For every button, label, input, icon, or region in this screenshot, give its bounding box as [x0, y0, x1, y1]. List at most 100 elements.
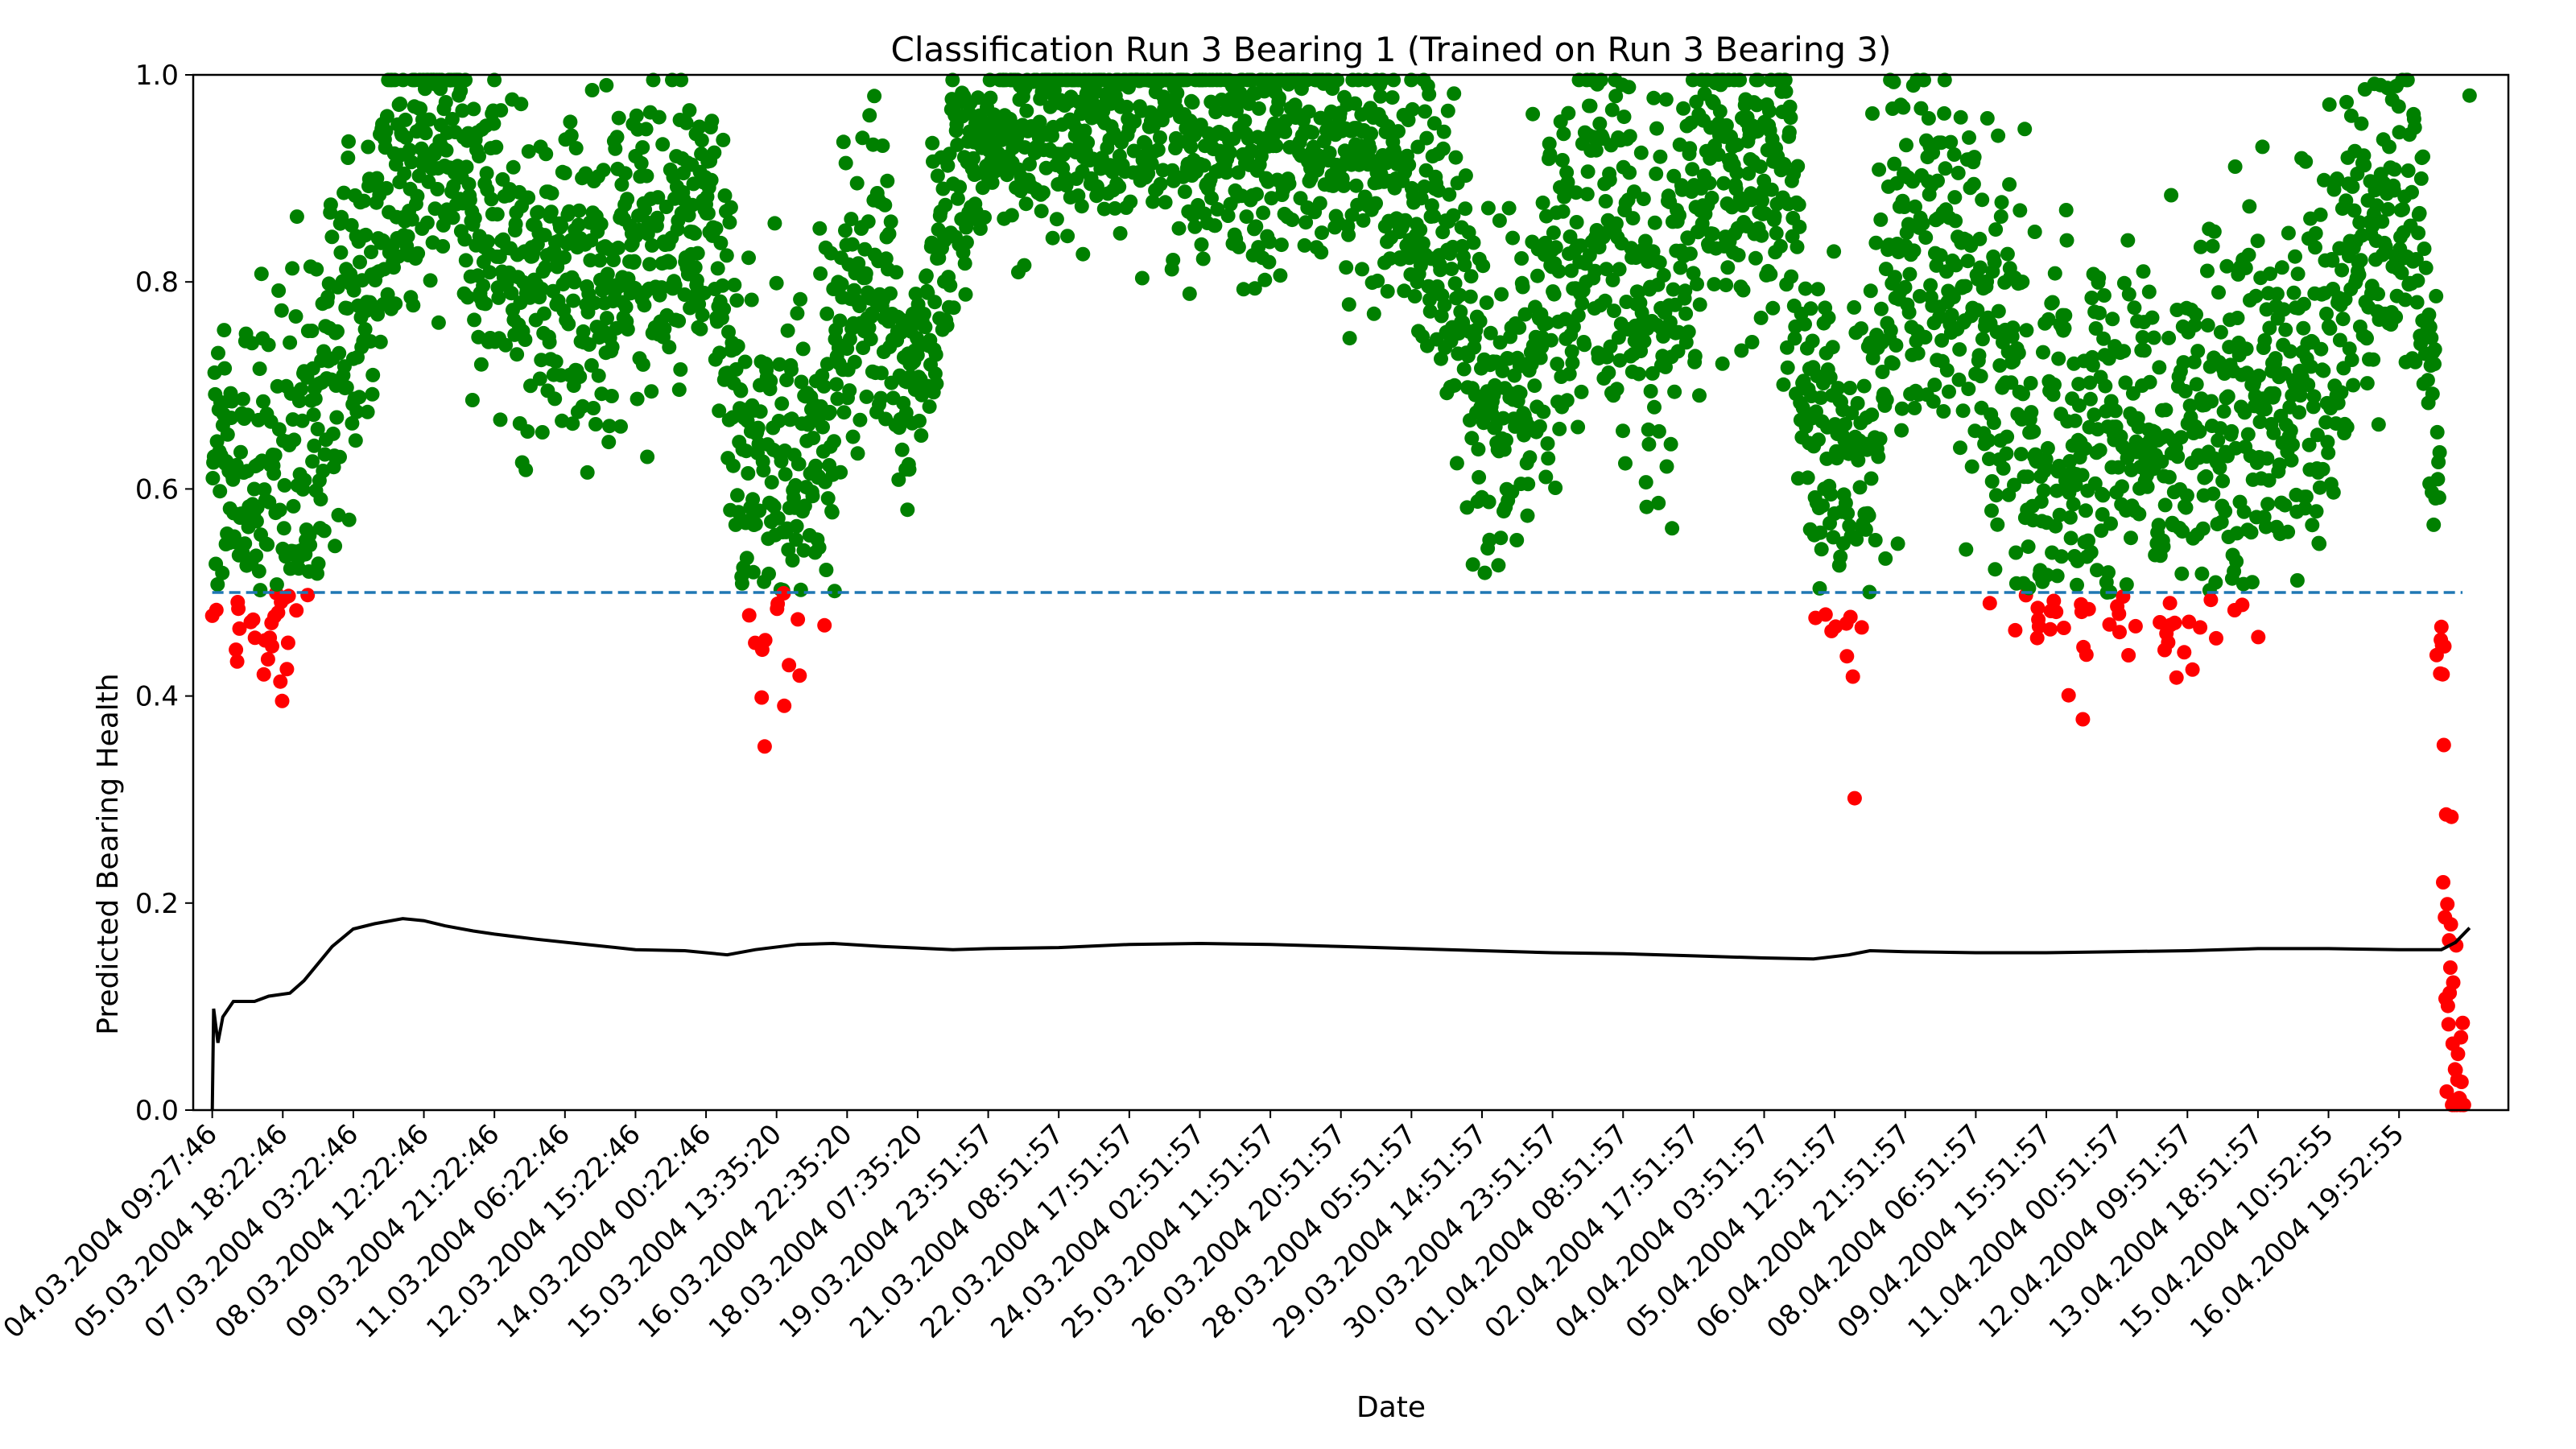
- scatter-point: [2054, 549, 2069, 564]
- scatter-point: [725, 458, 741, 473]
- scatter-point: [2096, 331, 2112, 346]
- scatter-point: [2345, 179, 2360, 194]
- scatter-point: [308, 391, 323, 407]
- trend-layer: [210, 917, 2471, 1111]
- scatter-point: [1823, 487, 1839, 502]
- scatter-point: [400, 229, 415, 244]
- scatter-point: [1803, 301, 1818, 316]
- scatter-point: [2136, 264, 2151, 279]
- scatter-point: [2040, 440, 2055, 456]
- scatter-point: [753, 404, 768, 419]
- scatter-point: [289, 603, 304, 618]
- scatter-point: [1509, 533, 1525, 547]
- scatter-point: [1413, 222, 1428, 237]
- scatter-point: [1185, 95, 1200, 110]
- scatter-point: [764, 475, 779, 490]
- scatter-point: [1878, 551, 1893, 566]
- scatter-point: [1776, 377, 1791, 392]
- scatter-point: [2261, 473, 2277, 488]
- scatter-point: [532, 371, 547, 386]
- scatter-point: [792, 668, 807, 683]
- scatter-point: [2008, 545, 2024, 560]
- scatter-point: [847, 354, 862, 369]
- scatter-point: [460, 290, 475, 305]
- scatter-point: [1782, 99, 1798, 114]
- scatter-point: [2325, 253, 2340, 268]
- scatter-point: [912, 413, 927, 428]
- scatter-point: [745, 492, 761, 507]
- scatter-point: [2195, 521, 2211, 536]
- scatter-point: [1208, 218, 1223, 233]
- scatter-point: [1831, 381, 1846, 396]
- scatter-point: [2071, 377, 2087, 392]
- scatter-point: [806, 431, 821, 446]
- scatter-point: [1971, 348, 1987, 363]
- scatter-point: [2061, 687, 2076, 703]
- scatter-point: [2258, 519, 2273, 535]
- scatter-point: [766, 499, 782, 514]
- scatter-point: [1990, 517, 2005, 532]
- scatter-point: [2167, 615, 2182, 630]
- scatter-point: [1194, 237, 1209, 252]
- scatter-point: [2436, 875, 2450, 890]
- scatter-point: [1496, 411, 1511, 426]
- scatter-point: [2041, 312, 2056, 327]
- scatter-point: [2049, 605, 2064, 620]
- scatter-point: [1843, 609, 1858, 625]
- scatter-point: [1692, 297, 1707, 312]
- scatter-point: [1465, 557, 1480, 572]
- scatter-point: [674, 72, 689, 88]
- scatter-point: [1890, 536, 1905, 551]
- scatter-point: [2118, 375, 2133, 390]
- scatter-point: [353, 254, 367, 270]
- scatter-point: [1716, 175, 1732, 191]
- scatter-point: [1827, 244, 1842, 259]
- scatter-point: [339, 380, 354, 395]
- scatter-point: [1986, 415, 2001, 431]
- scatter-point: [1512, 320, 1527, 335]
- scatter-point: [813, 266, 828, 281]
- scatter-point: [1150, 142, 1166, 158]
- scatter-point: [2027, 225, 2042, 239]
- scatter-point: [328, 539, 343, 554]
- scatter-point: [833, 464, 848, 480]
- scatter-point: [722, 215, 737, 230]
- scatter-point: [2084, 291, 2099, 305]
- scatter-point: [275, 693, 290, 708]
- scatter-point: [1322, 146, 1337, 160]
- scatter-point: [1765, 300, 1781, 316]
- scatter-point: [521, 144, 536, 159]
- scatter-point: [2030, 601, 2046, 616]
- scatter-point: [1682, 246, 1698, 262]
- scatter-point: [2087, 407, 2102, 423]
- scatter-point: [283, 335, 298, 350]
- scatter-point: [1561, 105, 1576, 121]
- scatter-point: [687, 260, 703, 275]
- scatter-point: [1731, 247, 1746, 262]
- scatter-point: [2177, 645, 2192, 660]
- scatter-point: [977, 210, 992, 225]
- scatter-point: [657, 321, 672, 336]
- scatter-point: [918, 320, 933, 335]
- scatter-point: [1979, 111, 1995, 126]
- scatter-point: [210, 577, 225, 592]
- scatter-point: [730, 339, 745, 353]
- scatter-point: [1495, 363, 1510, 378]
- scatter-point: [274, 303, 289, 318]
- scatter-point: [518, 462, 534, 477]
- scatter-point: [900, 502, 915, 518]
- scatter-point: [1298, 215, 1314, 230]
- scatter-point: [2038, 452, 2054, 467]
- scatter-point: [2075, 712, 2091, 727]
- scatter-point: [2170, 449, 2186, 464]
- scatter-point: [2411, 225, 2426, 241]
- scatter-point: [330, 324, 345, 339]
- scatter-point: [1220, 208, 1236, 223]
- scatter-point: [365, 367, 381, 382]
- scatter-point: [601, 435, 617, 450]
- scatter-point: [2315, 461, 2330, 477]
- scatter-point: [752, 503, 767, 518]
- scatter-point: [2004, 375, 2019, 390]
- scatter-point: [262, 494, 277, 510]
- scatter-point: [1373, 89, 1388, 104]
